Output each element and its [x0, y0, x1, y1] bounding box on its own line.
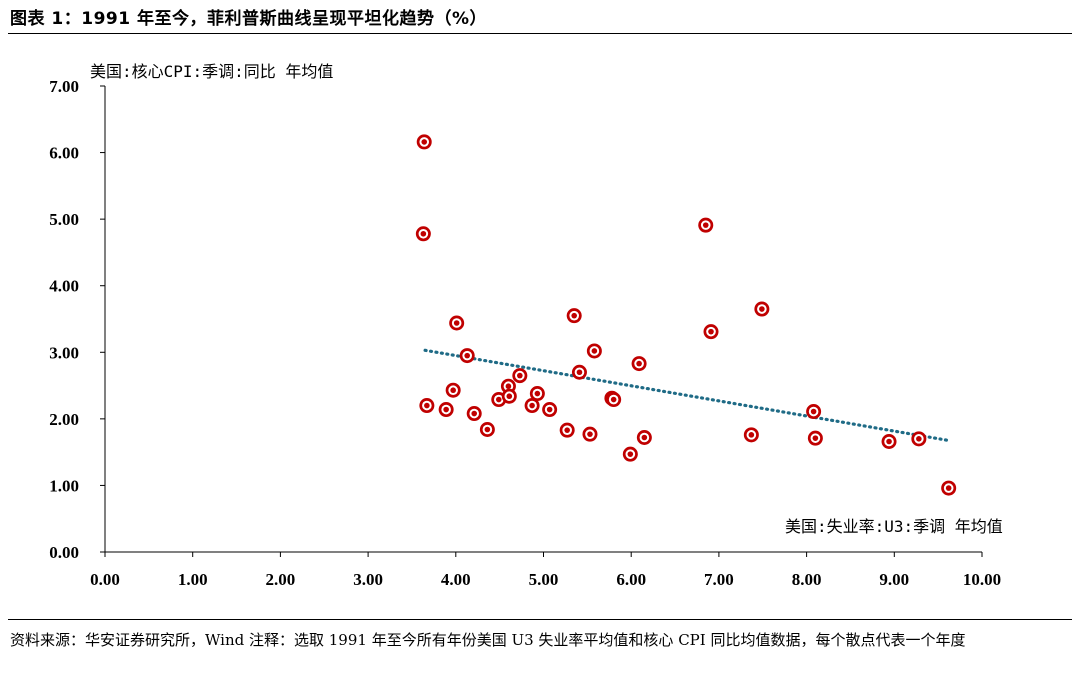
data-point [438, 402, 454, 418]
y-tick-label: 2.00 [49, 410, 79, 429]
data-point [512, 368, 528, 384]
data-point-core [916, 436, 922, 442]
x-tick-label: 3.00 [353, 570, 383, 589]
data-point-core [421, 139, 428, 145]
data-point-core [495, 396, 502, 403]
data-point [542, 402, 558, 418]
data-point-core [564, 427, 570, 433]
data-point-core [505, 383, 512, 390]
data-point-core [443, 406, 449, 413]
y-tick-label: 0.00 [49, 543, 79, 562]
data-point-core [529, 402, 535, 409]
data-point-core [450, 387, 456, 394]
data-point [881, 433, 897, 449]
y-tick-label: 4.00 [49, 277, 79, 296]
data-point-core [627, 451, 634, 457]
data-point-core [420, 230, 427, 237]
annotation-note: 注释：选取 1991 年至今所有年份美国 U3 失业率平均值和核心 CPI 同比… [249, 631, 966, 649]
y-tick-label: 6.00 [49, 144, 79, 163]
data-point [571, 364, 587, 380]
trendline-layer [423, 348, 949, 442]
data-point [586, 343, 602, 359]
data-point [479, 422, 495, 438]
data-point-core [464, 352, 471, 359]
x-tick-label: 4.00 [441, 570, 471, 589]
axes [100, 85, 983, 557]
data-point-core [702, 222, 709, 228]
data-point [459, 348, 475, 364]
data-point [529, 386, 545, 402]
data-point-core [708, 328, 714, 335]
data-point [566, 308, 582, 324]
data-point-core [748, 432, 755, 438]
trendline [423, 348, 949, 442]
x-tick-label: 0.00 [90, 570, 120, 589]
x-tick-label: 7.00 [704, 570, 734, 589]
data-point-core [546, 406, 553, 413]
points-layer [415, 134, 957, 496]
data-point-core [945, 485, 952, 491]
x-tick-label: 2.00 [266, 570, 296, 589]
data-point [941, 480, 957, 496]
data-point-core [453, 320, 460, 326]
data-point-core [610, 396, 617, 403]
y-axis-title: 美国:核心CPI:季调:同比 年均值 [90, 62, 333, 81]
data-point [911, 431, 927, 447]
x-tick-label: 5.00 [529, 570, 559, 589]
x-axis-title: 美国:失业率:U3:季调 年均值 [785, 517, 1003, 536]
footer-text: 资料来源：华安证券研究所，Wind 注释：选取 1991 年至今所有年份美国 U… [10, 626, 1070, 655]
data-point [445, 382, 461, 398]
y-tick-label: 7.00 [49, 77, 79, 96]
tick-labels: 0.00 1.00 2.00 3.00 4.00 5.00 6.00 7.00 0.00 1.00… [49, 77, 1001, 589]
data-point [703, 324, 719, 340]
data-point [416, 134, 432, 150]
y-tick-label: 1.00 [49, 476, 79, 495]
data-point [743, 427, 759, 443]
footer-divider [8, 619, 1072, 620]
data-point-core [591, 348, 598, 354]
data-point-core [534, 390, 541, 397]
data-point-core [641, 434, 648, 441]
x-tick-label: 8.00 [792, 570, 822, 589]
scatter-chart: 0.00 1.00 2.00 3.00 4.00 5.00 6.00 7.00 0.00 1.00… [49, 62, 1003, 589]
data-point [806, 404, 822, 420]
data-point [449, 315, 465, 331]
chart-title: 图表 1：1991 年至今，菲利普斯曲线呈现平坦化趋势（%） [10, 9, 488, 29]
data-point [807, 430, 823, 446]
y-tick-label: 3.00 [49, 343, 79, 362]
data-point-core [810, 408, 817, 415]
x-tick-label: 6.00 [616, 570, 646, 589]
data-point-core [506, 393, 513, 400]
data-point [698, 217, 714, 233]
data-point [559, 422, 575, 438]
data-point-core [484, 426, 491, 433]
source-note: 资料来源：华安证券研究所，Wind [10, 631, 245, 649]
x-tick-label: 1.00 [178, 570, 208, 589]
data-point-core [636, 360, 642, 367]
x-tick-label: 9.00 [879, 570, 909, 589]
data-point-core [759, 306, 765, 312]
data-point [415, 226, 431, 242]
data-point-core [576, 369, 583, 376]
data-point [636, 429, 652, 445]
data-point-core [471, 410, 478, 417]
data-point [419, 398, 435, 414]
data-point-core [812, 435, 819, 441]
data-point [606, 392, 622, 408]
data-point [582, 426, 598, 442]
data-point-core [886, 438, 892, 445]
data-point [622, 446, 638, 462]
data-point [466, 406, 482, 422]
data-point [754, 301, 770, 317]
y-tick-label: 5.00 [49, 210, 79, 229]
data-point-core [517, 372, 523, 379]
data-point-core [587, 431, 593, 437]
data-point [631, 356, 647, 372]
title-divider [8, 33, 1072, 34]
data-point [524, 398, 540, 414]
data-point [501, 388, 517, 404]
data-point-core [571, 312, 577, 319]
data-point-core [424, 402, 430, 409]
x-tick-label: 10.00 [963, 570, 1001, 589]
